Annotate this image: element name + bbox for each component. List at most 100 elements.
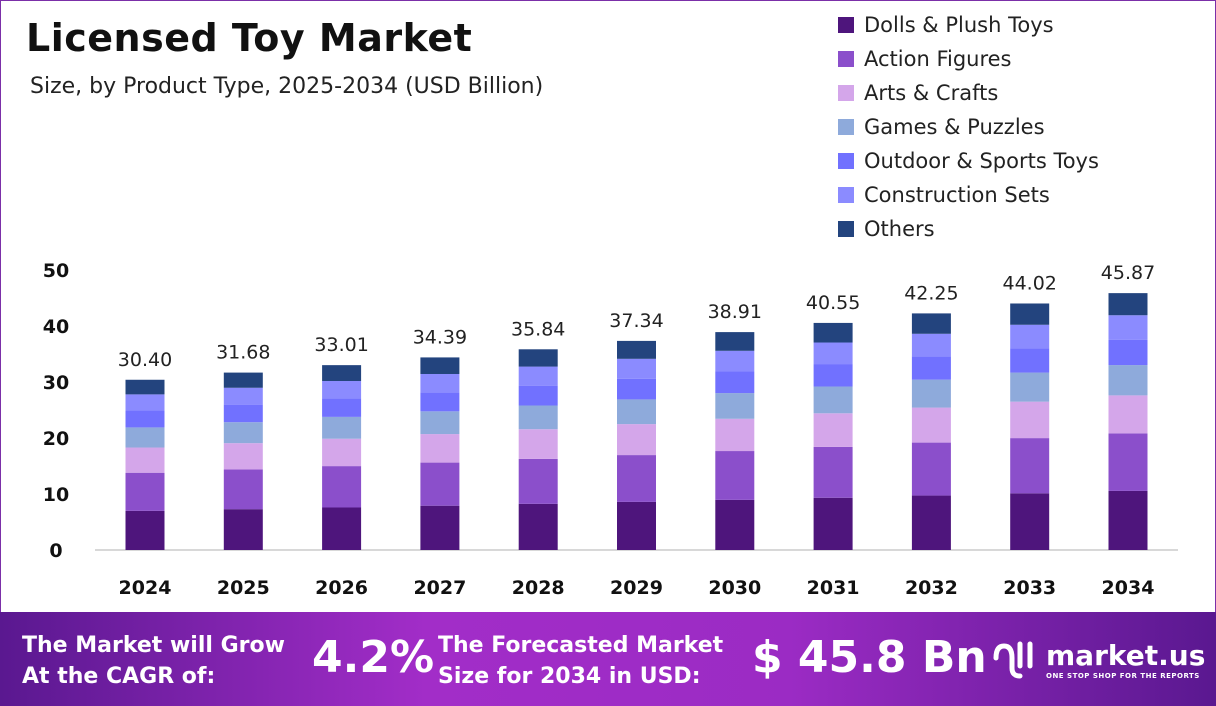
bar-segment — [420, 373, 460, 393]
bar-segment — [813, 364, 853, 387]
bar-segment — [617, 378, 656, 400]
total-label: 37.34 — [609, 310, 663, 332]
bar-segment — [420, 392, 460, 412]
total-label: 35.84 — [511, 318, 565, 340]
bar-segment — [715, 393, 755, 419]
bar-segment — [322, 365, 362, 381]
brand-tagline: ONE STOP SHOP FOR THE REPORTS — [1046, 671, 1200, 680]
bar-segment — [125, 427, 165, 448]
bar-segment — [617, 424, 656, 456]
legend-swatch — [838, 17, 854, 33]
bar-segment — [322, 507, 362, 550]
y-tick-label: 30 — [43, 372, 69, 394]
bar-segment — [813, 413, 853, 447]
total-label: 31.68 — [216, 342, 270, 364]
bar-segment — [1010, 324, 1050, 349]
bar-segment — [617, 501, 656, 550]
bar-segment — [322, 438, 362, 467]
total-label: 45.87 — [1101, 262, 1155, 284]
y-tick-label: 20 — [43, 428, 69, 450]
bar-segment — [223, 387, 263, 405]
total-label: 40.55 — [806, 292, 860, 314]
bar-segment — [813, 386, 853, 414]
legend-item: Dolls & Plush Toys — [838, 8, 1099, 42]
brand-name: market.us — [1046, 638, 1206, 672]
bar-segment — [223, 372, 263, 388]
bar-segment — [813, 322, 853, 343]
bar-segment — [911, 356, 951, 380]
bar-segment — [518, 349, 558, 367]
bar-segment — [1010, 372, 1050, 402]
legend: Dolls & Plush Toys Action Figures Arts & C… — [838, 8, 1099, 246]
logo-icon — [993, 641, 1033, 679]
x-tick-label: 2033 — [1003, 577, 1056, 599]
bar-segment — [911, 495, 951, 550]
bar-segment — [420, 434, 460, 463]
legend-item: Action Figures — [838, 42, 1099, 76]
bar-segment — [1108, 365, 1148, 396]
legend-swatch — [838, 51, 854, 67]
bar-segment — [1010, 438, 1050, 494]
y-tick-label: 50 — [43, 260, 69, 282]
forecast-value: $ 45.8 Bn — [752, 632, 987, 683]
bar-segment — [518, 366, 558, 386]
total-label: 42.25 — [904, 282, 958, 304]
bar-segment — [223, 404, 263, 423]
legend-label: Games & Puzzles — [864, 115, 1045, 139]
y-tick-label: 40 — [43, 316, 69, 338]
total-label: 33.01 — [314, 334, 368, 356]
bar-segment — [1108, 433, 1148, 491]
bar-segment — [813, 342, 853, 365]
x-tick-label: 2034 — [1102, 577, 1155, 599]
x-tick-label: 2028 — [512, 577, 565, 599]
legend-label: Arts & Crafts — [864, 81, 999, 105]
bar-segment — [911, 379, 951, 408]
bar-segment — [322, 398, 362, 417]
total-label: 38.91 — [708, 301, 762, 323]
bar-segment — [715, 418, 755, 452]
bar-segment — [617, 399, 656, 425]
bar-segment — [1010, 493, 1050, 550]
bar-segment — [223, 443, 263, 470]
bar-segment — [715, 451, 755, 500]
total-label: 30.40 — [118, 349, 172, 371]
bar-segment — [223, 422, 263, 444]
chart-subtitle: Size, by Product Type, 2025-2034 (USD Bi… — [30, 74, 544, 99]
bar-segment — [125, 472, 165, 511]
bar-segment — [223, 469, 263, 510]
bar-segment — [518, 385, 558, 406]
legend-item: Arts & Crafts — [838, 76, 1099, 110]
x-tick-label: 2032 — [905, 577, 958, 599]
bar-segment — [420, 505, 460, 550]
legend-item: Construction Sets — [838, 178, 1099, 212]
legend-label: Dolls & Plush Toys — [864, 13, 1054, 37]
x-tick-label: 2029 — [610, 577, 663, 599]
legend-label: Construction Sets — [864, 183, 1050, 207]
bar-segment — [617, 358, 656, 379]
bar-segment — [518, 503, 558, 550]
forecast-label: The Forecasted Market Size for 2034 in U… — [438, 633, 724, 689]
bar-segment — [911, 442, 951, 496]
bar-segment — [125, 510, 165, 550]
bar-segment — [617, 455, 656, 502]
bar-segment — [813, 497, 853, 550]
bar-segment — [617, 340, 656, 359]
bar-segment — [911, 313, 951, 334]
legend-item: Games & Puzzles — [838, 110, 1099, 144]
bar-segment — [1010, 303, 1050, 325]
bar-segment — [715, 499, 755, 550]
x-tick-label: 2030 — [708, 577, 761, 599]
bar-segment — [1108, 315, 1148, 340]
bar-segment — [322, 466, 362, 508]
y-tick-label: 10 — [43, 484, 69, 506]
bar-segment — [1108, 293, 1148, 316]
bar-segment — [322, 380, 362, 399]
bar-segment — [125, 447, 165, 473]
bar-segment — [518, 429, 558, 459]
legend-swatch — [838, 221, 854, 237]
total-label: 44.02 — [1002, 272, 1056, 294]
bar-segment — [125, 394, 165, 411]
bar-segment — [715, 371, 755, 394]
legend-label: Outdoor & Sports Toys — [864, 149, 1099, 173]
bar-segment — [518, 405, 558, 430]
